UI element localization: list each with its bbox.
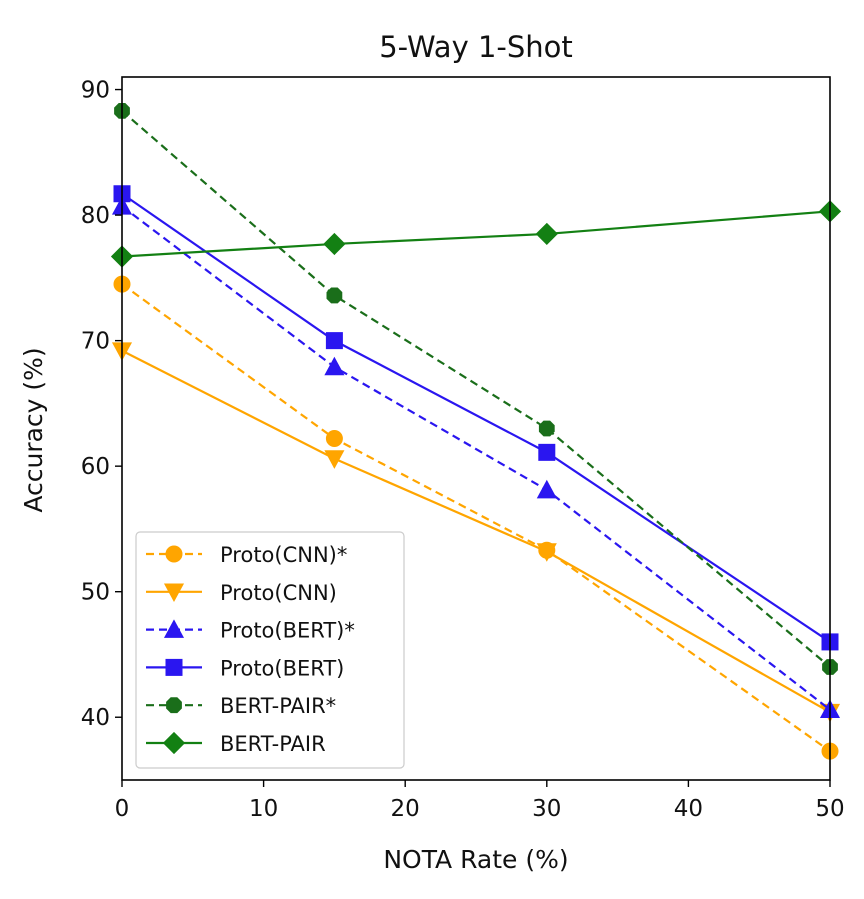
legend-label: Proto(BERT)	[220, 656, 344, 680]
legend-marker	[163, 619, 185, 638]
legend-entry: Proto(BERT)	[146, 656, 344, 680]
legend-label: Proto(BERT)*	[220, 619, 355, 643]
y-tick-label: 70	[81, 329, 110, 355]
legend-entry: BERT-PAIR	[146, 731, 326, 756]
y-tick-label: 40	[81, 705, 110, 731]
y-tick-label: 60	[81, 454, 110, 480]
x-tick-label: 30	[532, 796, 561, 822]
legend-entry: Proto(BERT)*	[146, 619, 355, 643]
y-tick-label: 50	[81, 580, 110, 606]
data-point	[536, 543, 557, 562]
legend-entry: Proto(CNN)	[146, 581, 337, 605]
legend-label: Proto(CNN)*	[220, 543, 347, 567]
x-tick-label: 50	[815, 796, 844, 822]
legend-box	[135, 531, 405, 769]
series-6	[110, 200, 842, 268]
series-line	[121, 349, 831, 714]
legend-label: BERT-PAIR	[220, 732, 326, 756]
data-point	[538, 420, 555, 437]
series-line	[121, 210, 831, 258]
legend-entry: BERT-PAIR*	[146, 694, 336, 718]
series-5	[114, 103, 838, 675]
data-point	[324, 450, 345, 469]
y-tick-label: 90	[81, 78, 110, 104]
axis-ticks: 0 10 20 30 40 50 40 50 60 70 80 90	[81, 78, 845, 822]
legend: Proto(CNN)* Proto(CNN) Proto(BERT)* Proto(B…	[135, 531, 405, 769]
series-line	[121, 283, 831, 753]
plot-frame	[121, 76, 831, 781]
data-point	[535, 222, 558, 246]
x-tick-label: 40	[674, 796, 703, 822]
legend-items: Proto(CNN)* Proto(CNN) Proto(BERT)* Proto(B…	[146, 543, 355, 756]
series-line	[121, 110, 831, 668]
x-tick-label: 0	[115, 796, 130, 822]
legend-entry: Proto(CNN)*	[146, 543, 347, 567]
data-point	[538, 443, 556, 461]
data-point	[324, 356, 345, 376]
x-axis-title: NOTA Rate (%)	[383, 845, 568, 874]
x-tick-label: 20	[391, 796, 420, 822]
legend-marker	[163, 583, 185, 603]
y-axis-title: Accuracy (%)	[19, 347, 48, 512]
data-point	[323, 232, 346, 256]
legend-marker	[165, 545, 183, 563]
legend-marker	[165, 658, 183, 676]
data-point	[325, 332, 343, 350]
legend-marker	[166, 697, 182, 714]
data-point	[326, 287, 343, 304]
plot-area: 0 10 20 30 40 50 40 50 60 70 80 90	[81, 76, 845, 822]
data-point	[325, 430, 343, 448]
chart-title: 5-Way 1-Shot	[379, 30, 573, 64]
legend-label: BERT-PAIR*	[220, 694, 336, 718]
series-line	[121, 205, 831, 711]
legend-label: Proto(CNN)	[220, 581, 337, 605]
y-tick-label: 80	[81, 203, 110, 229]
data-point	[536, 479, 557, 499]
legend-marker	[162, 731, 186, 755]
x-tick-label: 10	[249, 796, 278, 822]
